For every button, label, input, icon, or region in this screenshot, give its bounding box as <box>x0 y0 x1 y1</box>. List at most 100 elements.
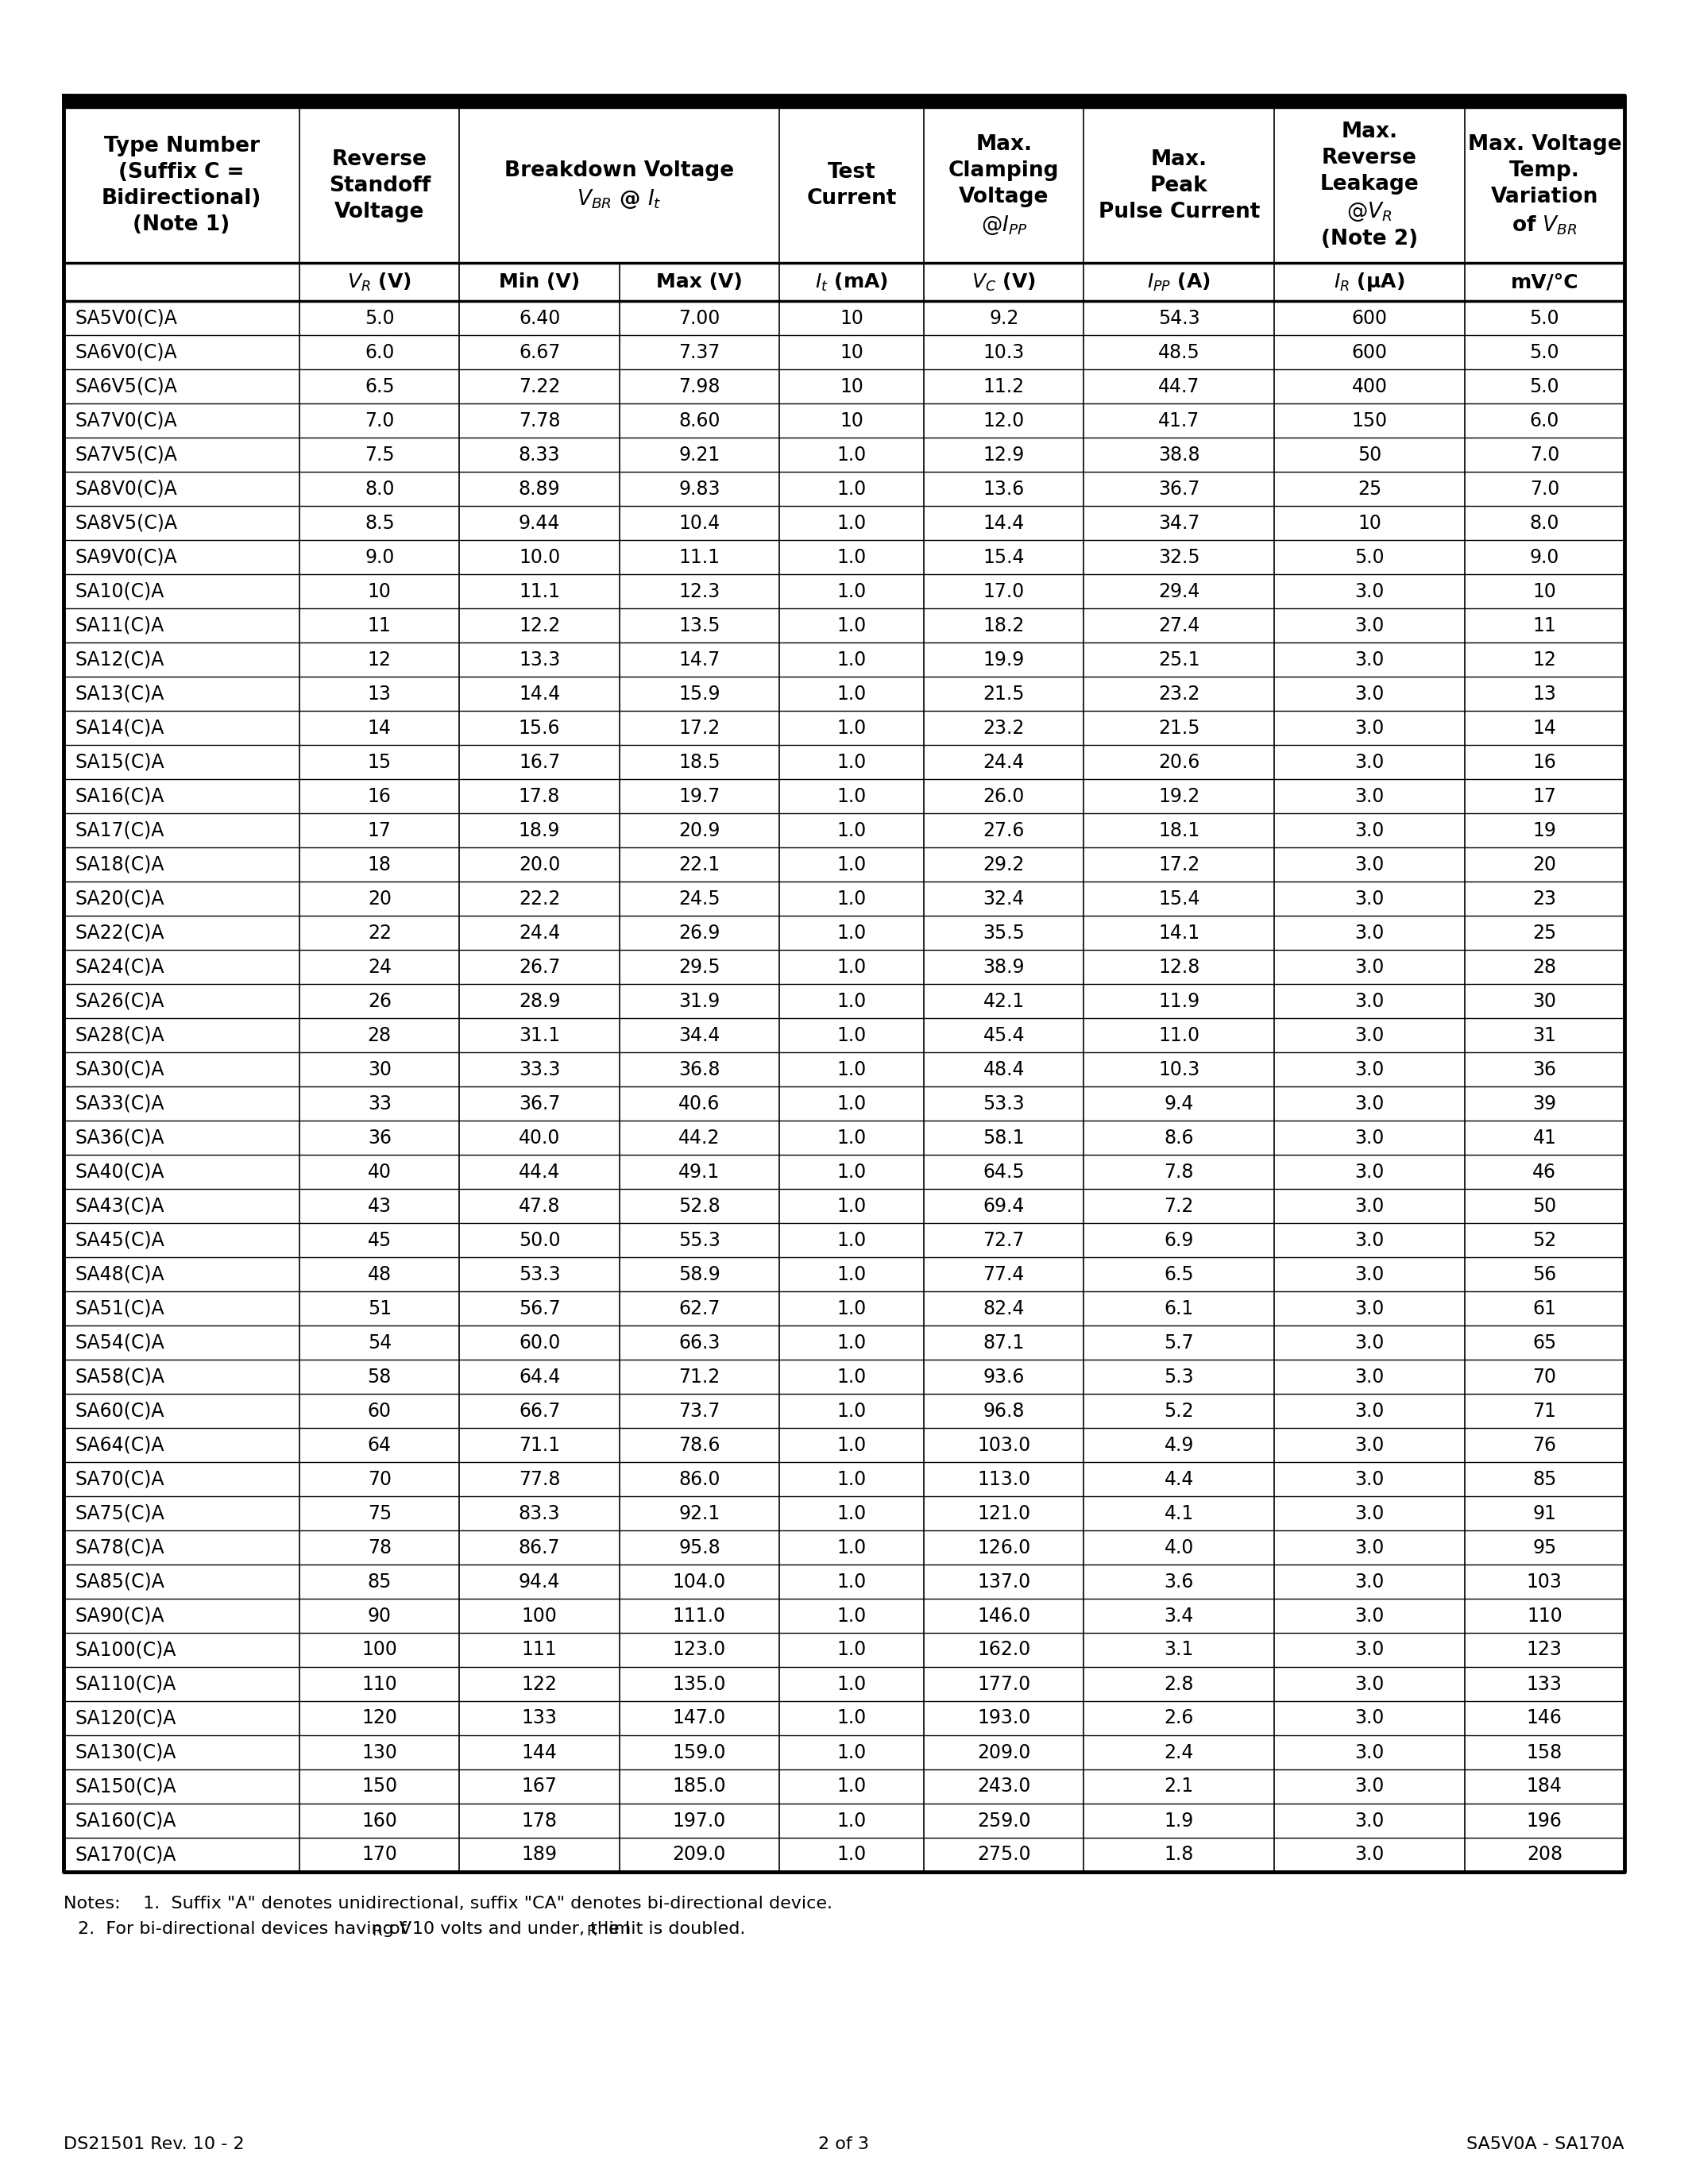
Text: 91: 91 <box>1533 1505 1556 1522</box>
Text: 96.8: 96.8 <box>982 1402 1025 1420</box>
Text: 3.0: 3.0 <box>1354 992 1384 1011</box>
Text: 1.0: 1.0 <box>837 889 866 909</box>
Text: 25.1: 25.1 <box>1158 651 1200 668</box>
Text: 2.4: 2.4 <box>1165 1743 1193 1762</box>
Text: 3.0: 3.0 <box>1354 786 1384 806</box>
Text: 189: 189 <box>522 1845 557 1865</box>
Text: Type Number
(Suffix C =
Bidirectional)
(Note 1): Type Number (Suffix C = Bidirectional) (… <box>101 135 262 236</box>
Text: 3.1: 3.1 <box>1165 1640 1193 1660</box>
Text: 35.5: 35.5 <box>982 924 1025 941</box>
Text: 8.6: 8.6 <box>1165 1129 1193 1147</box>
Text: 75: 75 <box>368 1505 392 1522</box>
Text: 10: 10 <box>1533 581 1556 601</box>
Text: 66.3: 66.3 <box>679 1332 721 1352</box>
Text: SA14(C)A: SA14(C)A <box>74 719 164 738</box>
Text: $I_{PP}$ (A): $I_{PP}$ (A) <box>1148 271 1210 293</box>
Text: 16: 16 <box>1533 753 1556 771</box>
Text: 8.0: 8.0 <box>1529 513 1560 533</box>
Text: 1.0: 1.0 <box>837 1402 866 1420</box>
Text: 17: 17 <box>1533 786 1556 806</box>
Text: 133: 133 <box>1526 1675 1563 1693</box>
Text: 3.0: 3.0 <box>1354 1743 1384 1762</box>
Text: 600: 600 <box>1352 343 1388 363</box>
Text: 3.0: 3.0 <box>1354 1572 1384 1592</box>
Text: 33: 33 <box>368 1094 392 1114</box>
Text: 85: 85 <box>1533 1470 1556 1489</box>
Text: 40: 40 <box>368 1162 392 1182</box>
Text: 76: 76 <box>1533 1435 1556 1455</box>
Text: 147.0: 147.0 <box>672 1708 726 1728</box>
Text: 32.5: 32.5 <box>1158 548 1200 566</box>
Text: 43: 43 <box>368 1197 392 1216</box>
Text: 5.0: 5.0 <box>365 308 395 328</box>
Text: 28: 28 <box>368 1026 392 1044</box>
Text: 44.4: 44.4 <box>518 1162 560 1182</box>
Text: 12.9: 12.9 <box>982 446 1025 465</box>
Text: 1.0: 1.0 <box>837 1845 866 1865</box>
Text: 110: 110 <box>361 1675 397 1693</box>
Text: 30: 30 <box>368 1059 392 1079</box>
Text: 3.0: 3.0 <box>1354 581 1384 601</box>
Text: 94.4: 94.4 <box>518 1572 560 1592</box>
Text: 1.0: 1.0 <box>837 1470 866 1489</box>
Text: 36.7: 36.7 <box>518 1094 560 1114</box>
Text: 1.0: 1.0 <box>837 616 866 636</box>
Text: 95.8: 95.8 <box>679 1538 721 1557</box>
Text: 133: 133 <box>522 1708 557 1728</box>
Text: 86.7: 86.7 <box>518 1538 560 1557</box>
Text: 193.0: 193.0 <box>977 1708 1031 1728</box>
Text: 3.0: 3.0 <box>1354 1811 1384 1830</box>
Text: 28: 28 <box>1533 957 1556 976</box>
Text: SA20(C)A: SA20(C)A <box>74 889 164 909</box>
Text: 12.0: 12.0 <box>982 411 1025 430</box>
Text: limit is doubled.: limit is doubled. <box>598 1922 746 1937</box>
Text: 1.0: 1.0 <box>837 1572 866 1592</box>
Text: SA43(C)A: SA43(C)A <box>74 1197 164 1216</box>
Text: 58: 58 <box>368 1367 392 1387</box>
Text: 1.0: 1.0 <box>837 1640 866 1660</box>
Text: 54.3: 54.3 <box>1158 308 1200 328</box>
Text: 146.0: 146.0 <box>977 1605 1031 1625</box>
Text: 71.2: 71.2 <box>679 1367 721 1387</box>
Text: 184: 184 <box>1526 1778 1563 1795</box>
Text: 121.0: 121.0 <box>977 1505 1031 1522</box>
Text: 71.1: 71.1 <box>518 1435 560 1455</box>
Text: 1.0: 1.0 <box>837 1129 866 1147</box>
Text: 26.7: 26.7 <box>518 957 560 976</box>
Text: 49.1: 49.1 <box>679 1162 721 1182</box>
Text: 60.0: 60.0 <box>518 1332 560 1352</box>
Text: 100: 100 <box>361 1640 397 1660</box>
Text: 78.6: 78.6 <box>679 1435 721 1455</box>
Text: 10: 10 <box>368 581 392 601</box>
Text: 24.5: 24.5 <box>679 889 721 909</box>
Text: 3.0: 3.0 <box>1354 1299 1384 1317</box>
Text: 1.0: 1.0 <box>837 1367 866 1387</box>
Text: 38.8: 38.8 <box>1158 446 1200 465</box>
Text: 110: 110 <box>1526 1605 1563 1625</box>
Text: SA40(C)A: SA40(C)A <box>74 1162 164 1182</box>
Text: 16.7: 16.7 <box>518 753 560 771</box>
Text: 160: 160 <box>361 1811 397 1830</box>
Text: 36: 36 <box>1533 1059 1556 1079</box>
Text: SA6V5(C)A: SA6V5(C)A <box>74 378 177 395</box>
Text: 39: 39 <box>1533 1094 1556 1114</box>
Text: SA9V0(C)A: SA9V0(C)A <box>74 548 177 566</box>
Text: 53.3: 53.3 <box>518 1265 560 1284</box>
Text: 44.7: 44.7 <box>1158 378 1200 395</box>
Text: 29.2: 29.2 <box>982 854 1025 874</box>
Text: 9.4: 9.4 <box>1165 1094 1193 1114</box>
Text: 1.0: 1.0 <box>837 719 866 738</box>
Text: 83.3: 83.3 <box>518 1505 560 1522</box>
Text: 25: 25 <box>1533 924 1556 941</box>
Text: of 10 volts and under, the I: of 10 volts and under, the I <box>383 1922 630 1937</box>
Text: 70: 70 <box>368 1470 392 1489</box>
Text: 196: 196 <box>1526 1811 1563 1830</box>
Text: 3.0: 3.0 <box>1354 616 1384 636</box>
Text: 7.0: 7.0 <box>365 411 395 430</box>
Text: 20: 20 <box>1533 854 1556 874</box>
Text: $V_C$ (V): $V_C$ (V) <box>972 271 1036 293</box>
Text: 14.4: 14.4 <box>518 684 560 703</box>
Text: 85: 85 <box>368 1572 392 1592</box>
Text: 26.9: 26.9 <box>679 924 721 941</box>
Text: 259.0: 259.0 <box>977 1811 1031 1830</box>
